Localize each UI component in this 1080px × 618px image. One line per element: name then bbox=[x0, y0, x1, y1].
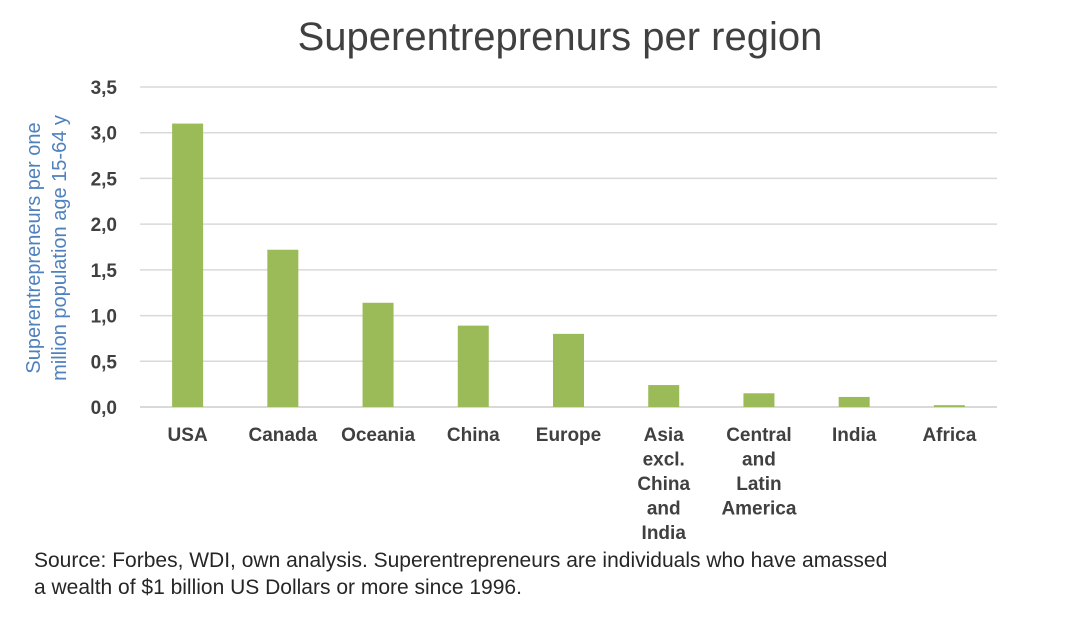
y-tick-label: 0,0 bbox=[91, 398, 117, 419]
y-tick-label: 1,5 bbox=[91, 261, 118, 282]
x-tick-label: Central and Latin America bbox=[721, 425, 796, 520]
y-axis-label-line-1: Superentrepreneurs per one bbox=[23, 122, 45, 373]
y-tick-label: 1,0 bbox=[91, 307, 117, 328]
bar bbox=[457, 325, 489, 407]
x-ticks: USA Canada Oceania China Europe Asia excl. Chin… bbox=[168, 425, 977, 544]
y-axis-label: Superentrepreneurs per one million popul… bbox=[23, 115, 71, 381]
source-note-line-2: a wealth of $1 billion US Dollars or mor… bbox=[34, 576, 522, 599]
y-tick-label: 3,0 bbox=[91, 124, 117, 145]
y-ticks: 0,0 0,5 1,0 1,5 2,0 2,5 3,0 3,5 bbox=[91, 78, 118, 419]
y-tick-label: 0,5 bbox=[91, 352, 118, 373]
bar bbox=[362, 302, 394, 407]
bar bbox=[933, 405, 965, 407]
x-tick-label: Asia excl. China and India bbox=[637, 425, 690, 544]
x-tick-label: USA bbox=[168, 425, 208, 446]
y-axis-label-line-2: million population age 15-64 y bbox=[49, 115, 71, 381]
chart-title: Superentreprenurs per region bbox=[298, 15, 823, 59]
bar bbox=[648, 385, 680, 407]
bar bbox=[838, 396, 870, 407]
bars bbox=[172, 123, 965, 408]
x-tick-label: Canada bbox=[249, 425, 318, 446]
x-tick-label: Oceania bbox=[341, 425, 415, 446]
x-tick-label: Europe bbox=[536, 425, 601, 446]
bar bbox=[553, 333, 584, 407]
x-tick-label: India bbox=[832, 425, 877, 446]
x-tick-label: Africa bbox=[922, 425, 976, 446]
source-note: Source: Forbes, WDI, own analysis. Super… bbox=[34, 549, 887, 599]
x-tick-label: China bbox=[447, 425, 500, 446]
bar bbox=[172, 123, 204, 408]
y-tick-label: 2,5 bbox=[91, 169, 118, 190]
source-note-line-1: Source: Forbes, WDI, own analysis. Super… bbox=[34, 549, 887, 572]
y-tick-label: 3,5 bbox=[91, 78, 118, 99]
bar bbox=[267, 249, 299, 407]
y-tick-label: 2,0 bbox=[91, 215, 117, 236]
bar bbox=[743, 393, 775, 407]
